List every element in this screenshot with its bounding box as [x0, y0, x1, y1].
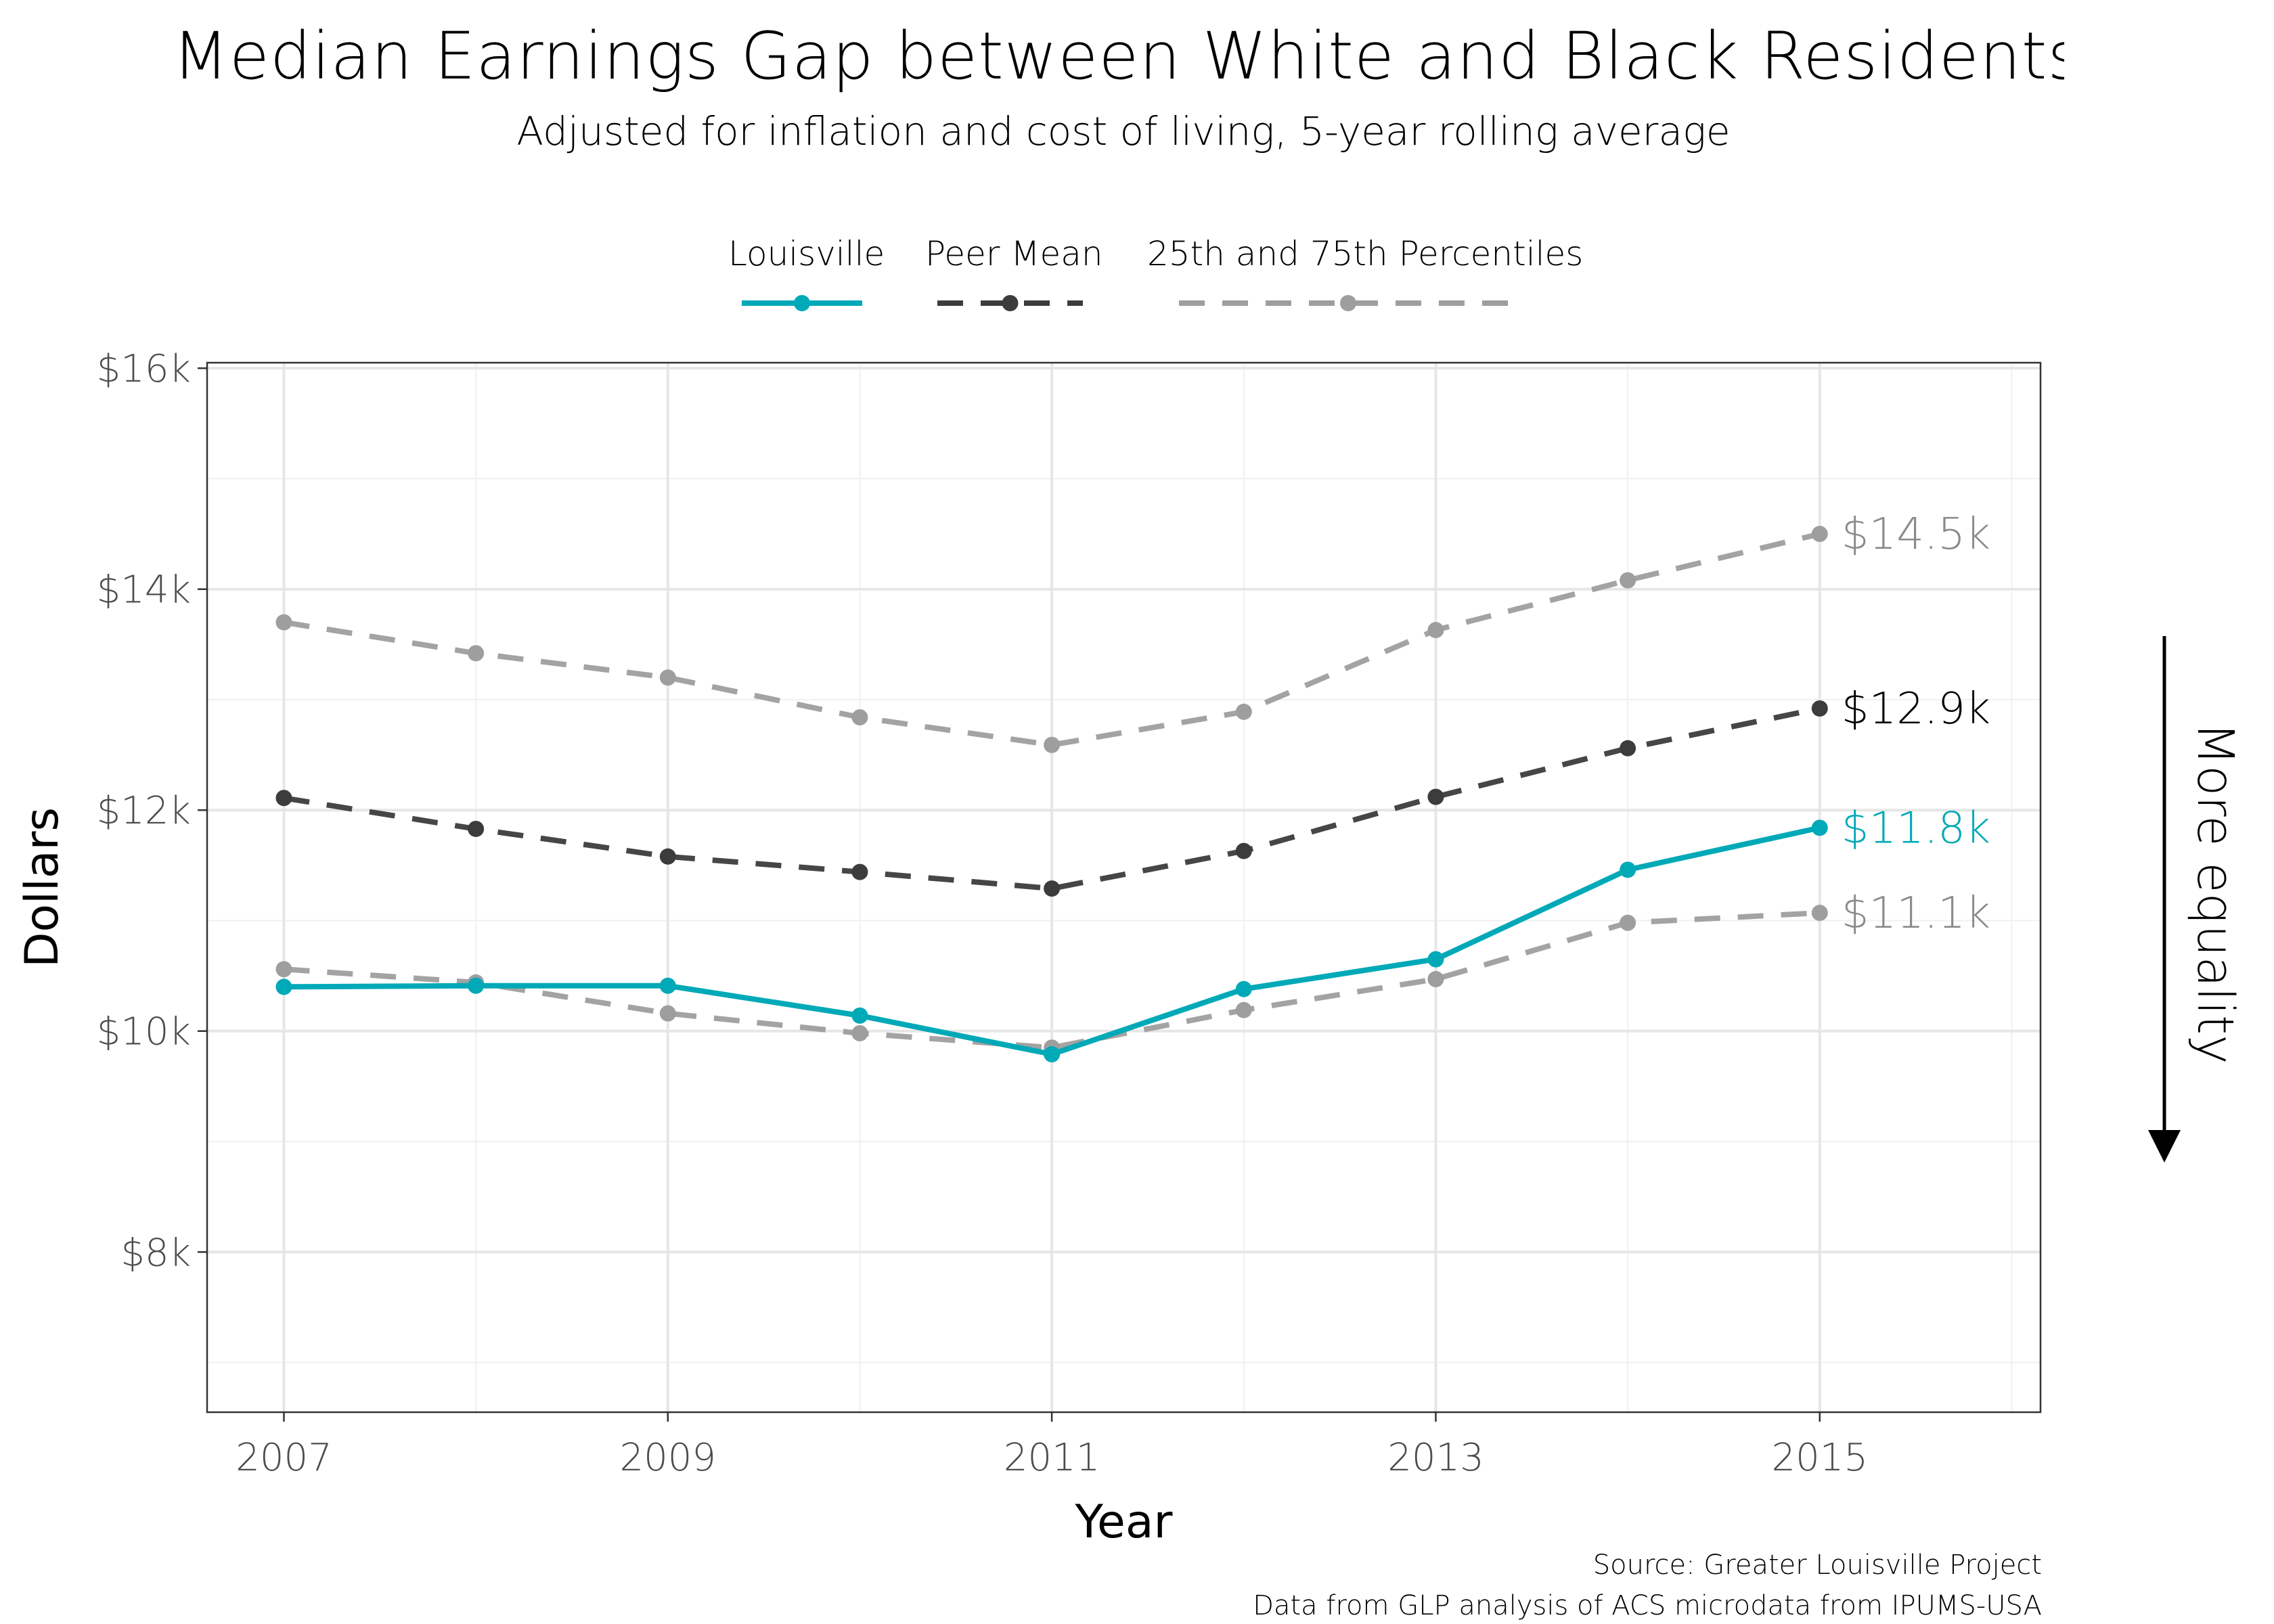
data-point	[1620, 861, 1636, 878]
data-point	[1235, 1001, 1252, 1018]
data-point	[468, 645, 485, 662]
data-point	[1427, 788, 1444, 805]
y-tick-label: $14k	[97, 568, 191, 612]
data-point	[468, 820, 485, 837]
legend-label: 25th and 75th Percentiles	[1147, 234, 1583, 273]
caption-source: Source: Greater Louisville Project	[1592, 1550, 2042, 1581]
x-tick-label: 2013	[1387, 1436, 1484, 1480]
x-tick-label: 2007	[236, 1436, 332, 1480]
end-value-label: $12.9k	[1842, 684, 1990, 734]
data-point	[275, 614, 292, 631]
data-point	[1044, 1046, 1061, 1063]
legend-swatch-point	[1002, 295, 1019, 311]
x-axis-title: Year	[1075, 1495, 1173, 1549]
data-point	[1620, 572, 1636, 589]
data-point	[851, 1025, 868, 1042]
end-value-label: $11.8k	[1842, 803, 1990, 853]
series-line	[283, 706, 1821, 892]
chart-title-container: Median Earnings Gap between White and Bl…	[173, 12, 2064, 100]
x-tick-label: 2011	[1004, 1436, 1100, 1480]
data-point	[659, 848, 676, 865]
data-point	[1235, 980, 1252, 997]
data-point	[1427, 971, 1444, 988]
x-tick-label: 2009	[620, 1436, 717, 1480]
legend-swatch-point	[1340, 295, 1356, 311]
y-tick-label: $10k	[97, 1010, 191, 1054]
y-tick-label: $12k	[97, 789, 191, 833]
x-tick-label: 2015	[1772, 1436, 1869, 1480]
legend-label: Peer Mean	[925, 234, 1103, 273]
plot-panel	[207, 363, 2041, 1412]
data-point	[1811, 819, 1828, 836]
data-point	[659, 977, 676, 994]
data-point	[1044, 736, 1061, 753]
data-point	[1811, 700, 1828, 717]
data-point	[851, 863, 868, 880]
data-point	[1620, 740, 1636, 757]
data-point	[659, 669, 676, 686]
y-tick-label: $8k	[120, 1231, 191, 1275]
data-point	[275, 978, 292, 995]
data-point	[1235, 842, 1252, 859]
data-point	[275, 961, 292, 978]
chart-subtitle: Adjusted for inflation and cost of livin…	[516, 108, 1731, 154]
legend-label: Louisville	[728, 234, 885, 273]
legend-swatch-point	[794, 295, 810, 311]
chart-title: Median Earnings Gap between White and Bl…	[173, 18, 2064, 94]
data-point	[1620, 914, 1636, 931]
data-point	[851, 709, 868, 726]
data-point	[659, 1005, 676, 1022]
plot-border	[206, 361, 2042, 1414]
caption-data-note: Data from GLP analysis of ACS microdata …	[1253, 1590, 2042, 1621]
data-point	[468, 977, 485, 994]
data-point	[275, 790, 292, 807]
equality-arrow-head	[2148, 1130, 2181, 1163]
y-axis-title: Dollars	[16, 807, 69, 968]
data-point	[1427, 622, 1444, 639]
data-point	[1427, 951, 1444, 968]
data-point	[851, 1007, 868, 1024]
end-value-label: $14.5k	[1842, 510, 1990, 560]
equality-arrow-label: More equality	[2186, 722, 2244, 1064]
data-point	[1044, 880, 1061, 897]
data-point	[1811, 526, 1828, 543]
y-tick-label: $16k	[97, 347, 191, 391]
end-value-label: $11.1k	[1842, 888, 1990, 939]
data-point	[1811, 905, 1828, 922]
data-point	[1235, 703, 1252, 720]
series-line	[283, 531, 1821, 748]
